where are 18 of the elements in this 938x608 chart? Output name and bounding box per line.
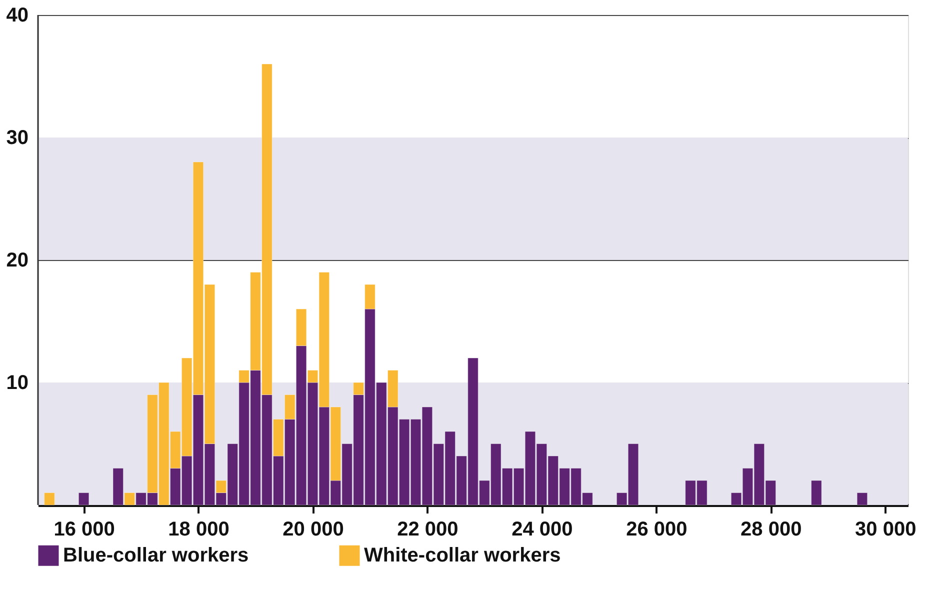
bar (811, 480, 822, 506)
x-tick-label: 26 000 (626, 518, 688, 540)
bar (44, 492, 55, 506)
x-tick-label: 30 000 (855, 518, 916, 540)
legend-label: White-collar workers (364, 544, 561, 567)
y-tick-label: 40 (6, 4, 28, 26)
x-tick-label: 18 000 (168, 518, 230, 540)
legend-label: Blue-collar workers (63, 544, 249, 567)
x-tick-label: 20 000 (282, 518, 344, 540)
y-tick-label: 10 (6, 372, 28, 394)
bar (856, 492, 868, 506)
y-tick-label: 30 (6, 127, 28, 149)
y-tick-label: 20 (6, 250, 28, 272)
x-tick-label: 16 000 (54, 518, 115, 540)
bar (78, 492, 90, 506)
x-tick-label: 22 000 (397, 518, 458, 540)
x-tick-label: 24 000 (512, 518, 573, 540)
x-tick-label: 28 000 (740, 518, 802, 540)
